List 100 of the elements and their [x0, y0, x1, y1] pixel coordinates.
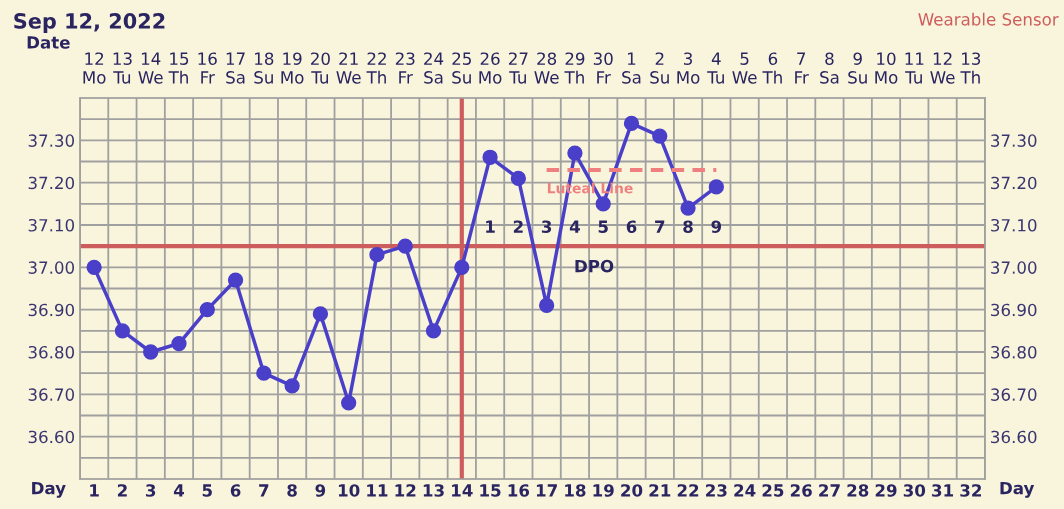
x-tick-label: 7: [259, 484, 269, 497]
text: 11 Tu: [905, 52, 924, 84]
point: [86, 259, 102, 275]
text: 9 Su: [848, 52, 867, 84]
y-tick-label: 37.20: [28, 176, 75, 190]
point: [369, 246, 385, 263]
x-tick-label: 24: [734, 484, 756, 497]
x-tick-label: 2: [117, 484, 127, 497]
y-tick-label: 36.90: [28, 303, 75, 317]
text: 14 We: [138, 52, 163, 84]
point: [454, 259, 470, 275]
annotation: 6: [626, 220, 637, 233]
point: [623, 115, 640, 132]
text: 6 Th: [762, 52, 782, 84]
y-tick-label: 37.00: [28, 261, 75, 274]
x-tick-label: 32: [960, 484, 982, 497]
text: 3 Mo: [677, 52, 700, 84]
annotation: 9: [711, 220, 722, 233]
x-tick-label: 5: [202, 484, 212, 497]
x-tick-label: 29: [875, 484, 897, 497]
annotation: 5: [598, 220, 608, 233]
x-tick-label: 4: [173, 484, 185, 497]
y2-tick-label: 37.00: [991, 261, 1037, 274]
text: 16 Fr: [198, 52, 217, 84]
x-tick-label: 10: [338, 484, 360, 497]
point: [708, 179, 724, 195]
point: [680, 200, 696, 216]
x-tick-label: 17: [536, 484, 557, 497]
y-tick-label: 37.30: [28, 134, 75, 147]
point: [341, 395, 357, 411]
text: 21 We: [336, 52, 361, 84]
x-tick-label: 25: [762, 484, 784, 497]
point: [143, 344, 159, 360]
chart-subtitle: Wearable Sensor: [918, 12, 1059, 26]
point: [652, 128, 668, 144]
point: [397, 238, 413, 254]
text: 22 Th: [366, 52, 386, 84]
x-tick-label: 22: [677, 484, 699, 497]
text: 27 Tu: [508, 52, 528, 84]
x-tick-label: 8: [287, 484, 297, 497]
x-tick-label: 26: [790, 484, 812, 497]
x-tick-label: 12: [395, 484, 416, 497]
text: 17 Sa: [226, 52, 245, 84]
text: 8 Sa: [820, 52, 839, 84]
point: [199, 302, 215, 318]
x-tick-label: 20: [621, 484, 643, 497]
x-tick-label: 3: [146, 484, 156, 497]
text: 13 Tu: [113, 52, 132, 84]
y-tick-label: 37.10: [28, 218, 75, 232]
point: [539, 297, 555, 314]
annotation: 7: [655, 220, 665, 233]
x-tick-label: 13: [423, 484, 444, 497]
x-tick-label: 31: [932, 484, 954, 497]
text: 25 Su: [452, 52, 471, 84]
text: 12 Mo: [83, 52, 106, 84]
x-tick-label: 30: [903, 484, 926, 497]
y2-tick-label: 36.90: [991, 303, 1037, 317]
point: [171, 335, 187, 352]
text: 30 Fr: [593, 52, 613, 84]
x-tick-label: 11: [367, 484, 388, 497]
annotation: 8: [683, 220, 693, 233]
text: 24 Sa: [424, 52, 444, 84]
annotation: 2: [513, 220, 523, 233]
text: 13 Th: [960, 52, 981, 84]
annotation: DPO: [575, 259, 614, 273]
y2-tick-label: 36.60: [991, 430, 1037, 444]
text: 7 Fr: [795, 52, 809, 84]
annotation: 4: [569, 220, 580, 233]
point: [284, 378, 300, 394]
y2-tick-label: 36.80: [991, 345, 1037, 359]
point: [114, 323, 131, 339]
text: 29 Th: [564, 52, 585, 84]
y2-tick-label: 37.10: [991, 218, 1037, 232]
x-tick-label: 14: [452, 484, 473, 497]
text: 19 Mo: [281, 52, 304, 84]
x-tick-label: 28: [847, 484, 869, 497]
y2-tick-label: 37.30: [991, 134, 1037, 147]
y-tick-label: 36.80: [28, 345, 75, 359]
chart-title: Sep 12, 2022: [14, 13, 165, 33]
text: 12 We: [930, 52, 955, 84]
text: 5 We: [732, 52, 757, 84]
point: [256, 365, 272, 381]
text: 2 Su: [650, 52, 669, 84]
x-tick-label: 27: [819, 484, 840, 497]
x-tick-label: 18: [565, 484, 586, 497]
annotation: 1: [486, 220, 495, 233]
x-tick-label: 6: [230, 484, 241, 497]
x-tick-label: 9: [315, 484, 326, 497]
point: [312, 306, 329, 322]
annotation: 3: [541, 220, 552, 233]
text: 20 Tu: [311, 52, 330, 84]
text: 23 Fr: [395, 52, 415, 84]
point: [425, 323, 442, 339]
text: 1 Sa: [622, 52, 641, 84]
text: 4 Tu: [707, 52, 724, 84]
x-tick-label: 16: [508, 484, 530, 497]
text: 18 Su: [254, 52, 274, 84]
point: [227, 272, 244, 288]
point: [595, 196, 611, 212]
point: [482, 149, 498, 165]
